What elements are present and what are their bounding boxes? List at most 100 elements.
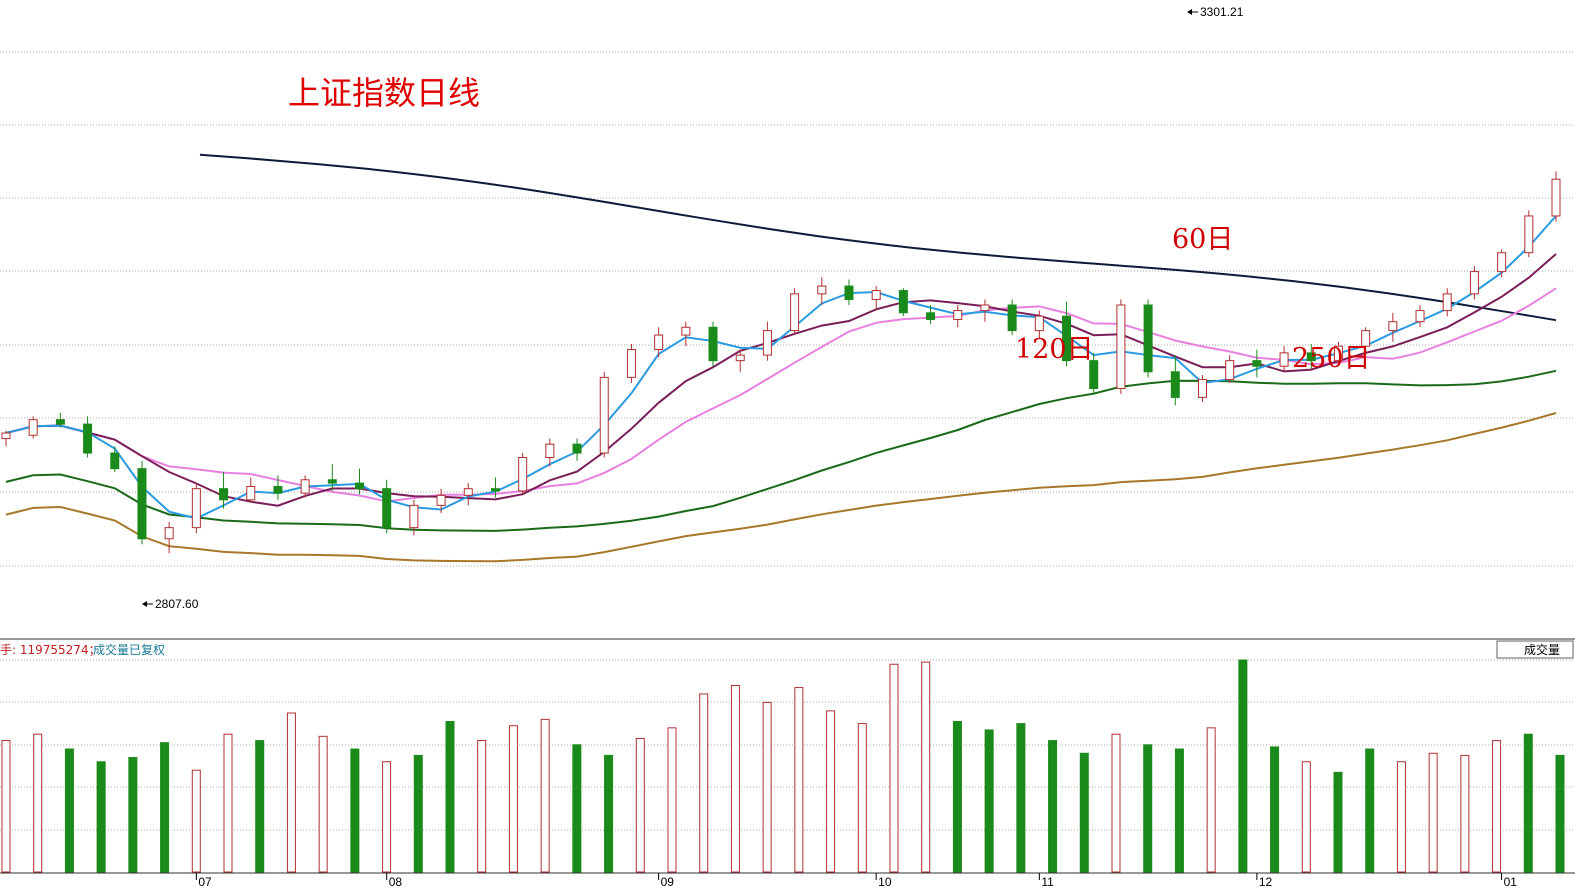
candle (1034, 310, 1044, 339)
candle-body (1415, 310, 1425, 323)
candle (110, 446, 120, 472)
candle-body (1007, 304, 1017, 332)
candle-body (436, 494, 446, 506)
month-label: 01 (1504, 875, 1518, 889)
candle (1225, 355, 1235, 383)
candle (219, 471, 229, 509)
candle-body (1089, 360, 1099, 389)
candle (1415, 305, 1425, 328)
candle-body (219, 488, 229, 501)
ma120-line (199, 153, 1557, 322)
candle-body (898, 290, 908, 314)
volume-button-label: 成交量 (1524, 642, 1560, 657)
volume-bar (1206, 727, 1216, 873)
candlestick-series (1, 171, 1561, 554)
max-price-label: 3301.21 (1200, 5, 1244, 19)
candle-body (463, 488, 473, 496)
volume-bar (1143, 744, 1153, 873)
candle-body (409, 504, 419, 529)
candle (518, 453, 528, 495)
candle-body (926, 312, 936, 320)
volume-bar (1333, 771, 1343, 873)
candle-body (599, 376, 609, 454)
volume-bar (128, 757, 138, 873)
volume-bar (667, 727, 677, 873)
volume-bar (1016, 723, 1026, 873)
candle-body (844, 285, 854, 300)
candle-body (1170, 371, 1180, 398)
candle (246, 477, 256, 503)
candle-body (626, 349, 636, 378)
candle-body (1197, 379, 1207, 398)
candle-body (1034, 315, 1044, 332)
candle (545, 438, 555, 467)
candle-body (1388, 321, 1398, 332)
volume-bar (1460, 754, 1470, 873)
candle (1306, 343, 1316, 369)
volume-bar (96, 761, 106, 873)
candle-body (708, 326, 718, 362)
month-label: 11 (1041, 875, 1054, 889)
volume-bar (318, 735, 328, 873)
volume-series (1, 659, 1565, 873)
month-label: 08 (389, 875, 403, 889)
max-price-marker: 3301.21 (1187, 5, 1244, 19)
month-label: 07 (198, 875, 212, 889)
candle-body (1252, 360, 1262, 367)
candle (1551, 171, 1561, 222)
volume-bar (1492, 740, 1502, 873)
volume-bar (952, 720, 962, 873)
volume-bar (889, 663, 899, 873)
candle (1388, 312, 1398, 342)
candle (926, 305, 936, 324)
candle-body (1469, 271, 1479, 295)
volume-bar (1365, 748, 1375, 873)
candle-body (654, 334, 664, 351)
candle (844, 279, 854, 305)
candle-body (1497, 252, 1507, 273)
volume-bar (508, 725, 518, 873)
candle (599, 371, 609, 458)
volume-bar (1523, 733, 1533, 873)
volume-bar (1, 740, 11, 873)
volume-bar (64, 748, 74, 873)
volume-bar (604, 754, 614, 873)
candle (626, 343, 636, 383)
candle (790, 288, 800, 336)
candle-body (110, 452, 120, 470)
volume-suffix: ； (89, 643, 101, 657)
volume-bar (413, 754, 423, 873)
candle-body (137, 468, 147, 540)
candle-body (1442, 293, 1452, 312)
candle-body (1551, 178, 1561, 217)
candle (1252, 349, 1262, 378)
volume-bar (477, 740, 487, 873)
candle (164, 522, 174, 554)
candle (1089, 352, 1099, 395)
volume-bar (1174, 748, 1184, 873)
volume-bar (1111, 733, 1121, 873)
candle (1143, 299, 1153, 378)
volume-value: 119755274 (20, 643, 89, 657)
candle-body (1524, 215, 1534, 254)
ma250-label: 250日 (1292, 343, 1371, 374)
candle (28, 416, 38, 439)
volume-bar (1555, 754, 1565, 873)
candle-body (790, 293, 800, 332)
candle (436, 488, 446, 514)
candle (83, 416, 93, 458)
candle-body (545, 443, 555, 459)
candle-body (164, 527, 174, 540)
candle-body (1306, 352, 1316, 362)
candle (1, 430, 11, 447)
volume-bar (33, 733, 43, 873)
candle-body (490, 488, 500, 492)
volume-bar (382, 761, 392, 873)
candle (1279, 346, 1289, 372)
price-grid (0, 51, 1575, 567)
volume-indicator-button[interactable]: 成交量 (1496, 640, 1574, 659)
candle (463, 483, 473, 506)
min-price-marker: 2807.60 (142, 597, 199, 611)
candle (953, 305, 963, 328)
